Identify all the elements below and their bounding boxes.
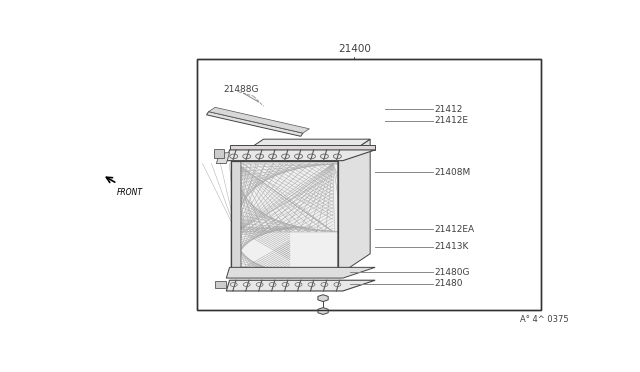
Bar [196,59,541,310]
Text: A° 4^ 0375: A° 4^ 0375 [520,315,568,324]
Text: 21412E: 21412E [435,116,468,125]
Polygon shape [227,267,375,278]
Polygon shape [230,145,375,150]
Text: 21480G: 21480G [435,268,470,277]
Polygon shape [216,281,227,288]
Polygon shape [216,153,230,164]
Polygon shape [214,149,224,158]
Text: FRONT: FRONT [117,188,143,197]
Polygon shape [231,154,241,275]
Polygon shape [227,280,375,291]
Text: 21408M: 21408M [435,168,471,177]
Polygon shape [231,139,370,161]
Text: 21400: 21400 [338,44,371,54]
Polygon shape [318,295,328,302]
Polygon shape [231,161,338,275]
Text: 21412: 21412 [435,105,463,113]
Polygon shape [227,150,375,161]
Polygon shape [207,112,303,136]
Text: 21412EA: 21412EA [435,225,475,234]
Text: 21480: 21480 [435,279,463,288]
Polygon shape [209,108,309,133]
Polygon shape [338,139,370,275]
Text: 21488G: 21488G [224,84,259,93]
Polygon shape [318,308,328,314]
Bar [196,59,541,310]
Text: 21413K: 21413K [435,242,469,251]
